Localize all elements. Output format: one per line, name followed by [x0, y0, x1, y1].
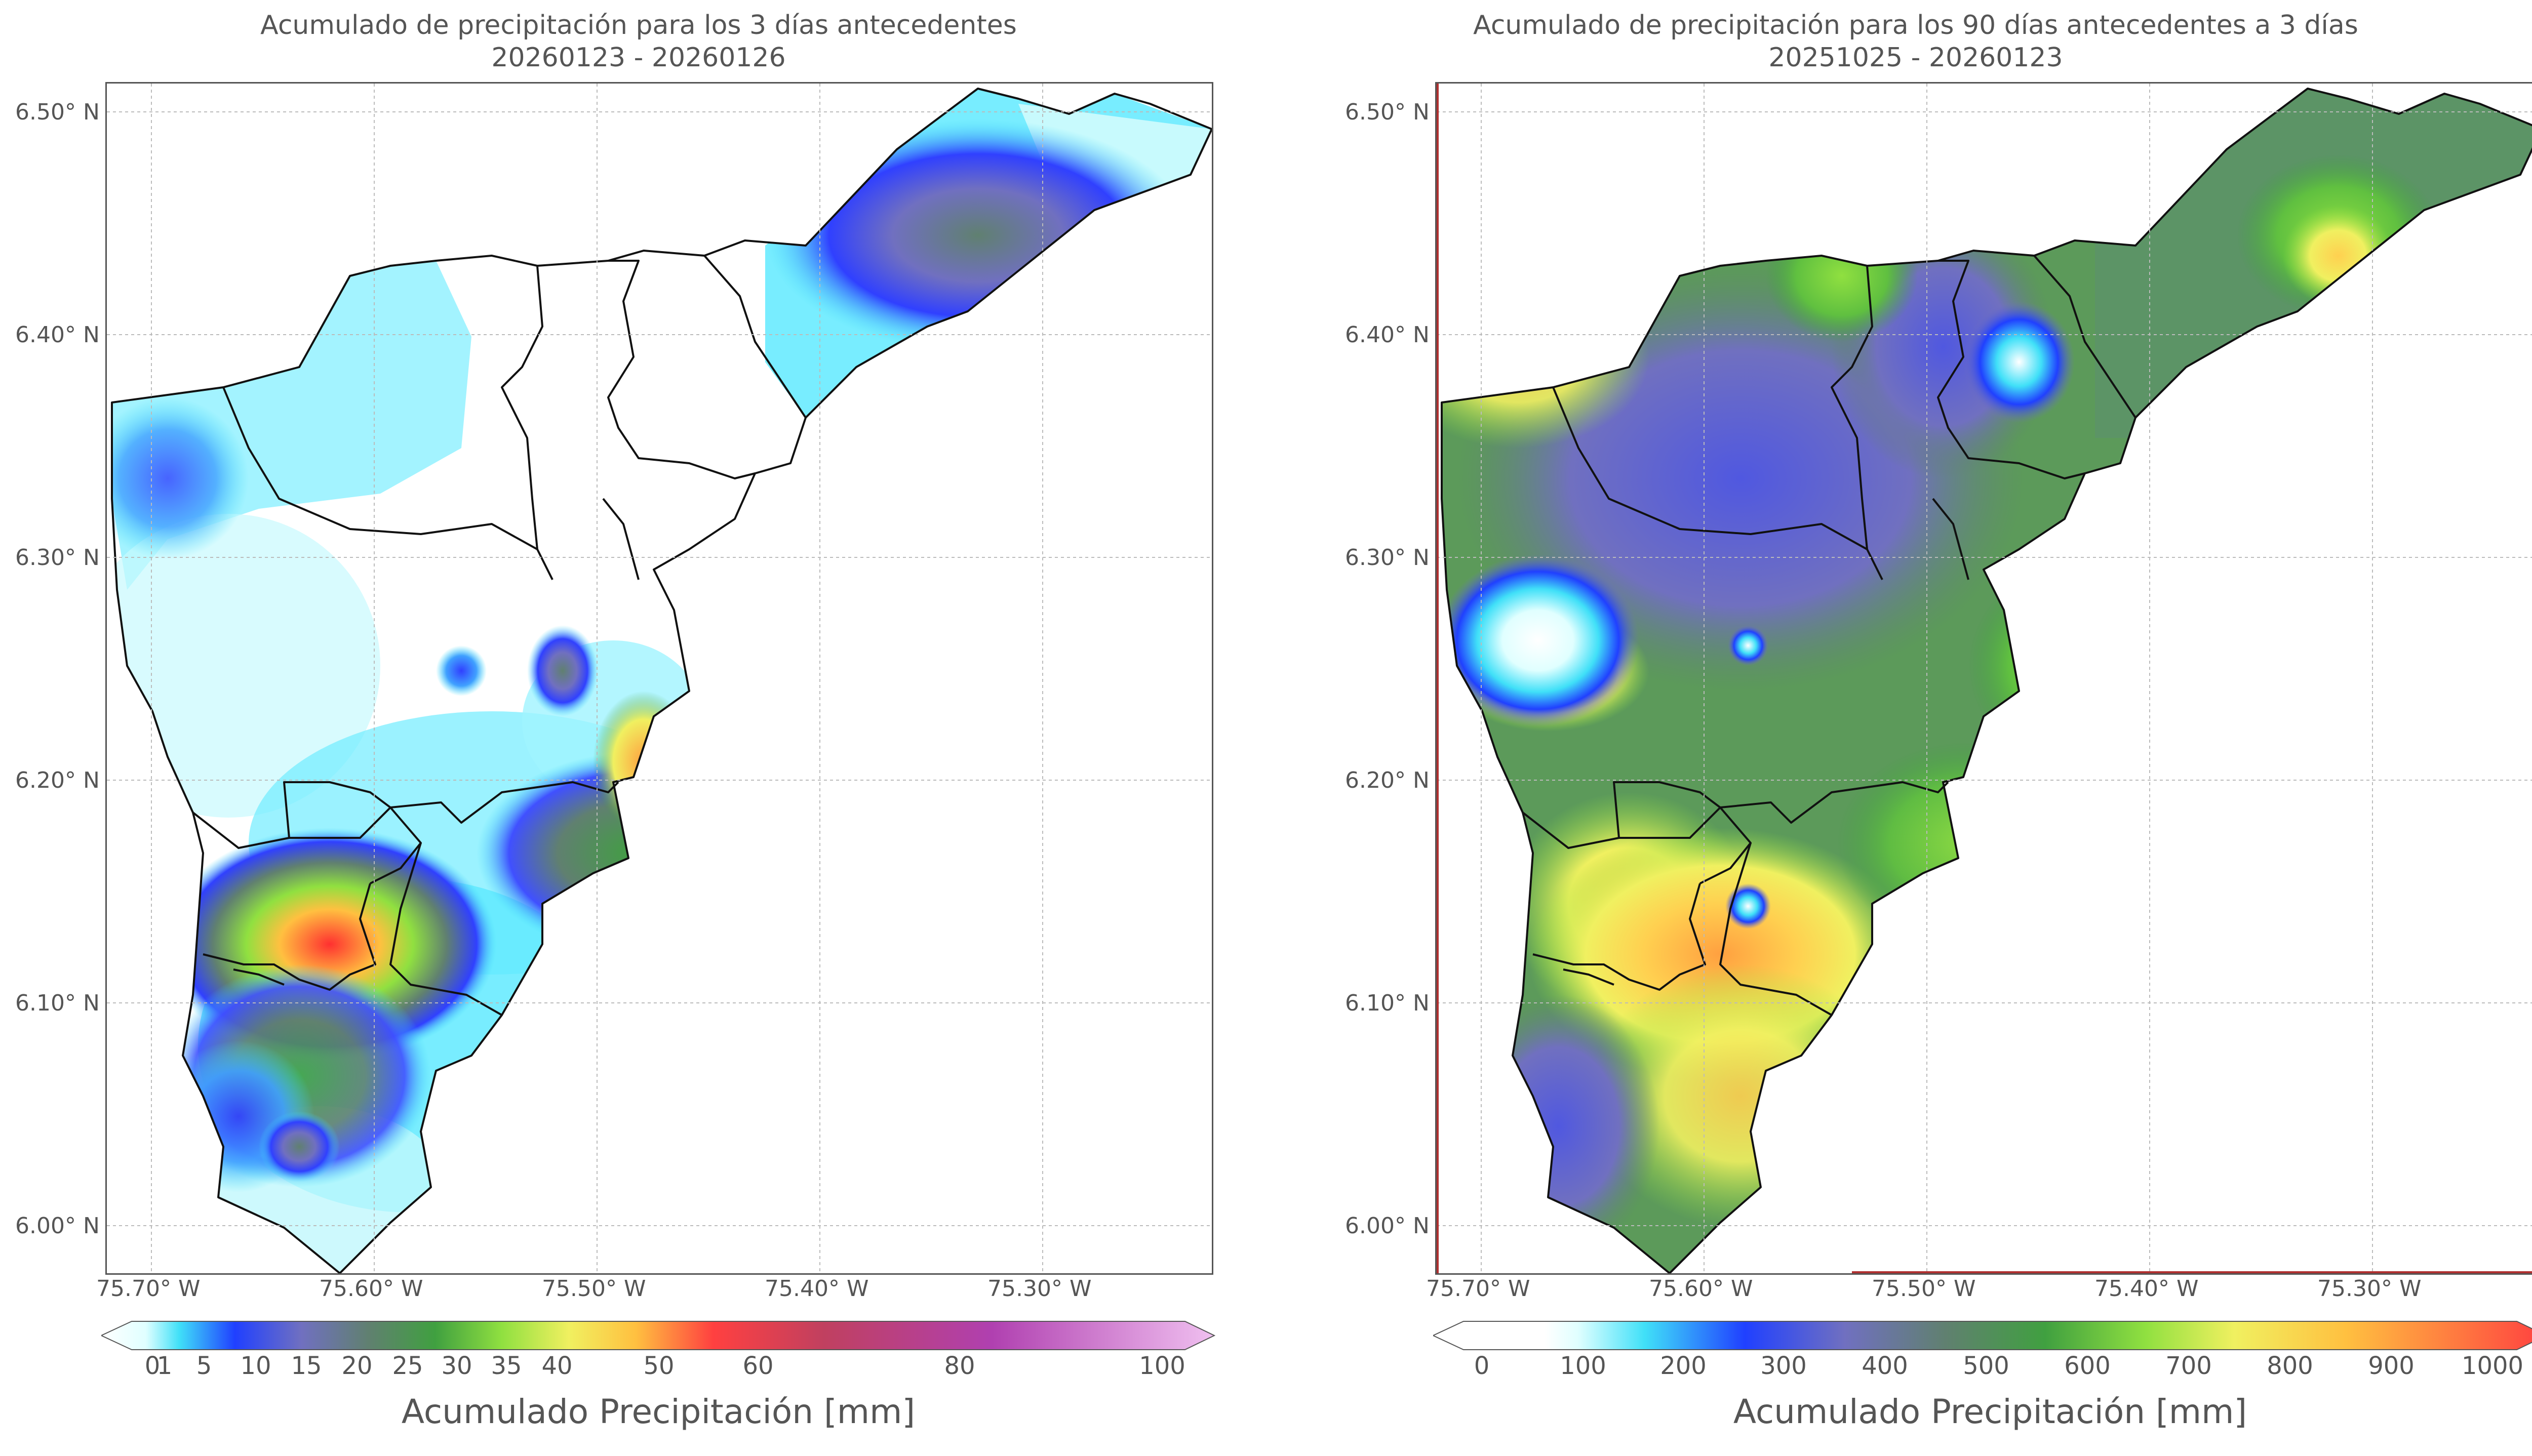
right-cb-tick: 600 [2064, 1352, 2111, 1380]
right-lat-label: 6.30° N [1345, 545, 1430, 571]
right-cb-tick: 1000 [2461, 1352, 2524, 1380]
right-lat-label: 6.10° N [1345, 990, 1430, 1016]
left-cb-tick: 40 [541, 1352, 573, 1380]
left-lon-label: 75.60° W [319, 1276, 423, 1302]
right-lon-label: 75.60° W [1649, 1276, 1753, 1302]
left-municipal-boundaries [111, 88, 1212, 1273]
left-cb-tick: 80 [944, 1352, 975, 1380]
right-cb-tick: 200 [1660, 1352, 1707, 1380]
left-map-title: Acumulado de precipitación para los 3 dí… [0, 9, 1277, 74]
right-colorbar-label: Acumulado Precipitación [mm] [1733, 1392, 2247, 1431]
left-cb-tick: 60 [742, 1352, 774, 1380]
right-graticule [1437, 84, 2532, 1273]
left-cb-tick: 30 [441, 1352, 472, 1380]
left-map-panel: Acumulado de precipitación para los 3 dí… [0, 9, 1277, 1456]
right-lon-label: 75.30° W [2317, 1276, 2422, 1302]
right-municipal-boundaries [1441, 88, 2532, 1273]
left-cb-tick: 15 [291, 1352, 322, 1380]
left-colorbar: 0 1 5 10 15 20 25 30 35 40 50 60 80 100 … [101, 1320, 1215, 1456]
right-map-area [1435, 82, 2532, 1275]
right-cb-tick: 100 [1560, 1352, 1606, 1380]
left-lat-label: 6.20° N [15, 767, 100, 793]
right-colorbar: 0 100 200 300 400 500 600 700 800 900 10… [1433, 1320, 2532, 1456]
left-cb-tick: 35 [491, 1352, 522, 1380]
left-lon-label: 75.50° W [542, 1276, 646, 1302]
left-precip-map [107, 84, 1212, 1273]
right-cb-tick: 300 [1760, 1352, 1807, 1380]
right-title-line2: 20251025 - 20260123 [1768, 43, 2063, 73]
left-lat-label: 6.30° N [15, 545, 100, 571]
left-lon-label: 75.40° W [765, 1276, 869, 1302]
right-title-line1: Acumulado de precipitación para los 90 d… [1473, 10, 2358, 41]
left-cb-tick: 10 [240, 1352, 271, 1380]
right-cb-tick: 700 [2165, 1352, 2212, 1380]
left-lon-label: 75.70° W [96, 1276, 201, 1302]
left-cb-tick: 50 [643, 1352, 675, 1380]
left-map-area [105, 82, 1213, 1275]
right-lat-label: 6.00° N [1345, 1213, 1430, 1239]
right-cb-tick: 0 [1474, 1352, 1490, 1380]
left-precip-field [112, 89, 1212, 1273]
left-graticule [107, 84, 1212, 1273]
right-cb-tick: 900 [2368, 1352, 2415, 1380]
right-precip-field [1442, 89, 2532, 1273]
left-lon-label: 75.30° W [987, 1276, 1092, 1302]
left-cb-tick: 5 [196, 1352, 212, 1380]
right-colorbar-ramp [1433, 1321, 2532, 1350]
left-cb-tick: 1 [156, 1352, 173, 1380]
left-lat-label: 6.40° N [15, 322, 100, 348]
right-precip-map [1437, 84, 2532, 1273]
left-lat-label: 6.10° N [15, 990, 100, 1016]
left-title-line2: 20260123 - 20260126 [491, 43, 786, 73]
right-lon-label: 75.50° W [1872, 1276, 1976, 1302]
left-cb-tick: 0 [144, 1352, 161, 1380]
right-lat-label: 6.50° N [1345, 99, 1430, 125]
right-lat-label: 6.20° N [1345, 767, 1430, 793]
right-cb-tick: 500 [1963, 1352, 2009, 1380]
left-colorbar-label: Acumulado Precipitación [mm] [401, 1392, 916, 1431]
right-map-panel: Acumulado de precipitación para los 90 d… [1277, 0, 2532, 1456]
right-lon-label: 75.40° W [2094, 1276, 2199, 1302]
right-map-title: Acumulado de precipitación para los 90 d… [1277, 9, 2532, 74]
right-cb-tick: 400 [1862, 1352, 1908, 1380]
left-title-line1: Acumulado de precipitación para los 3 dí… [260, 10, 1017, 41]
right-lat-label: 6.40° N [1345, 322, 1430, 348]
left-lat-label: 6.50° N [15, 99, 100, 125]
right-lon-label: 75.70° W [1426, 1276, 1530, 1302]
left-colorbar-ramp [101, 1321, 1215, 1350]
left-cb-tick: 20 [341, 1352, 373, 1380]
left-cb-tick: 100 [1139, 1352, 1185, 1380]
left-cb-tick: 25 [392, 1352, 423, 1380]
left-lat-label: 6.00° N [15, 1213, 100, 1239]
right-cb-tick: 800 [2267, 1352, 2313, 1380]
